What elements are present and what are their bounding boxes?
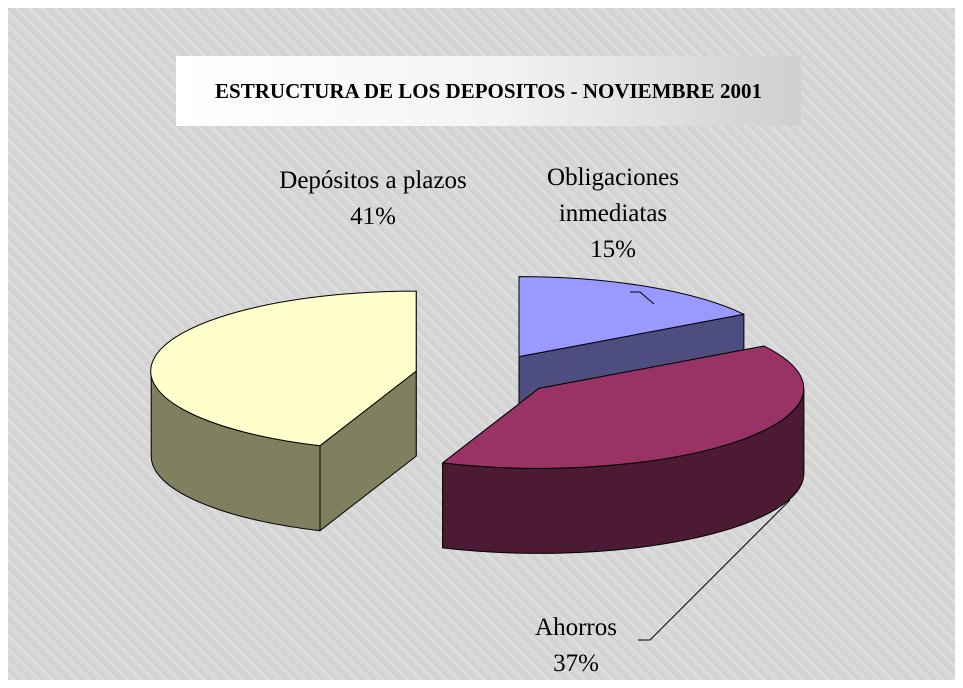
slice-value: 15% <box>590 236 636 263</box>
slice-value: 41% <box>350 203 396 230</box>
slice-label: Depósitos a plazos 41% <box>278 163 468 235</box>
slice-value: 37% <box>553 650 599 677</box>
slice-name: Ahorros <box>535 614 617 641</box>
slice-top <box>442 345 805 469</box>
leader-line <box>630 291 655 305</box>
chart <box>150 276 805 641</box>
slice-name: Obligaciones inmediatas <box>547 164 679 227</box>
slice-top <box>150 290 417 447</box>
slice-name: Depósitos a plazos <box>279 167 467 194</box>
chart-title: ESTRUCTURA DE LOS DEPOSITOS - NOVIEMBRE … <box>176 56 801 126</box>
slice-top <box>518 276 745 358</box>
chart-area: ESTRUCTURA DE LOS DEPOSITOS - NOVIEMBRE … <box>8 8 955 680</box>
leader-line <box>638 499 791 641</box>
slice-label: Obligaciones inmediatas 15% <box>518 160 708 268</box>
slice-label: Ahorros 37% <box>481 610 671 680</box>
